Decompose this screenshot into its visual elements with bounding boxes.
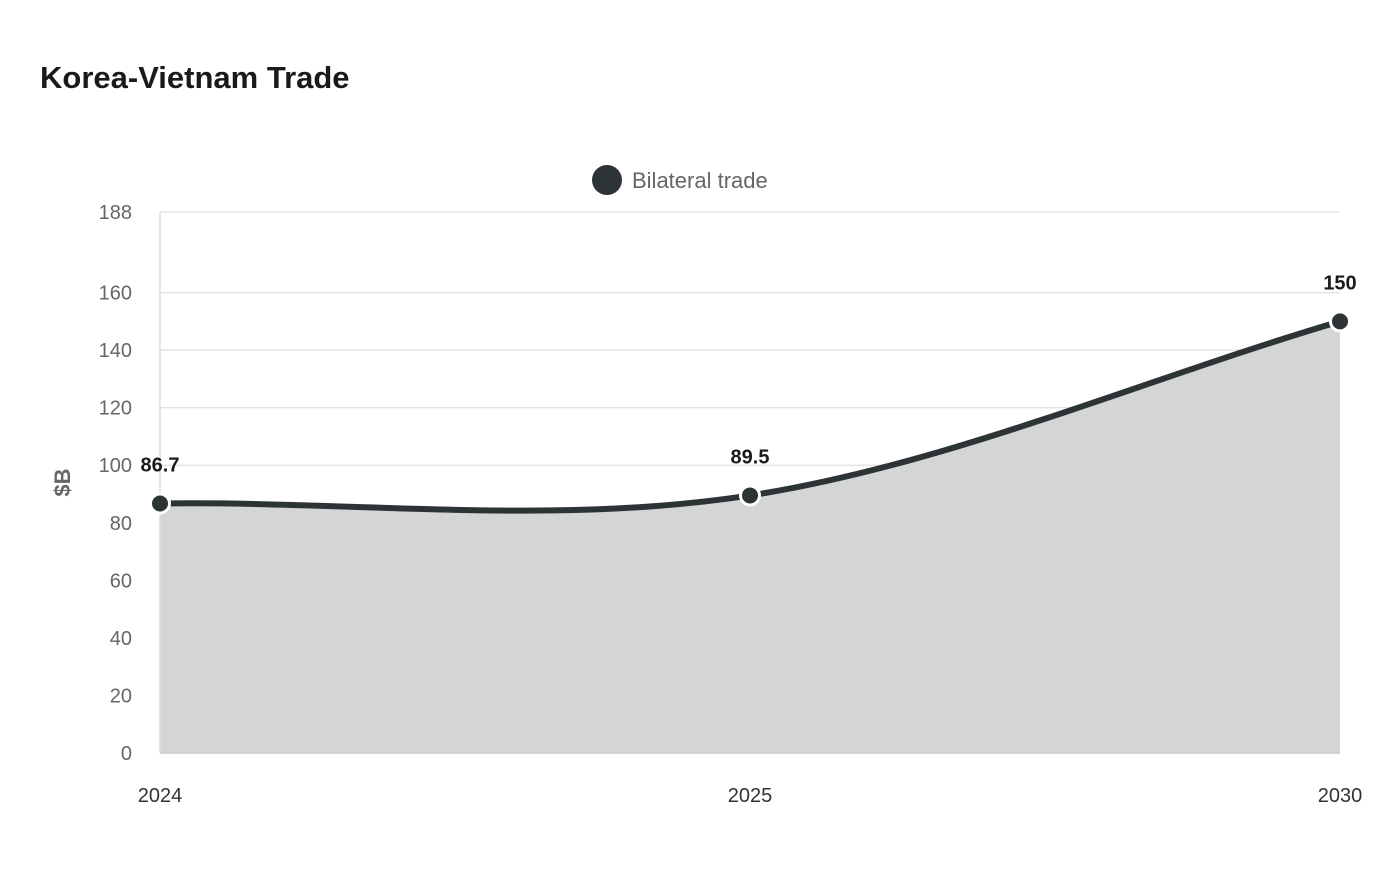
y-tick-label: 40 (110, 628, 132, 650)
axes: 0 20 40 60 80 100 120 140 160 188 $B 2024 2025 2030 (50, 202, 1362, 807)
data-label-2025: 89.5 (731, 446, 770, 468)
x-tick-label: 2025 (728, 785, 773, 807)
series-area-fill (160, 321, 1340, 753)
y-tick-label: 188 (99, 202, 132, 224)
data-label-2024: 86.7 (141, 455, 180, 477)
data-point-2024[interactable] (149, 492, 171, 515)
y-axis-title: $B (50, 468, 75, 496)
y-tick-label: 60 (110, 570, 132, 592)
y-tick-label: 100 (99, 455, 132, 477)
data-label-2030: 150 (1323, 272, 1356, 294)
y-tick-label: 80 (110, 513, 132, 535)
data-markers[interactable] (149, 310, 1351, 515)
data-point-2025[interactable] (739, 484, 761, 507)
legend-label: Bilateral trade (632, 168, 768, 193)
legend[interactable]: Bilateral trade (592, 165, 768, 195)
area-series (157, 318, 1343, 754)
y-tick-label: 160 (99, 283, 132, 305)
legend-item-bilateral-trade[interactable]: Bilateral trade (592, 165, 768, 195)
data-labels: 86.7 89.5 150 (141, 272, 1357, 476)
y-tick-label: 120 (99, 398, 132, 420)
x-tick-label: 2030 (1318, 785, 1363, 807)
chart-title: Korea-Vietnam Trade (40, 60, 350, 95)
y-tick-label: 0 (121, 743, 132, 765)
x-tick-label: 2024 (138, 785, 183, 807)
y-tick-label: 140 (99, 340, 132, 362)
y-tick-label: 20 (110, 685, 132, 707)
legend-marker (592, 165, 622, 195)
data-point-2030[interactable] (1329, 310, 1351, 333)
